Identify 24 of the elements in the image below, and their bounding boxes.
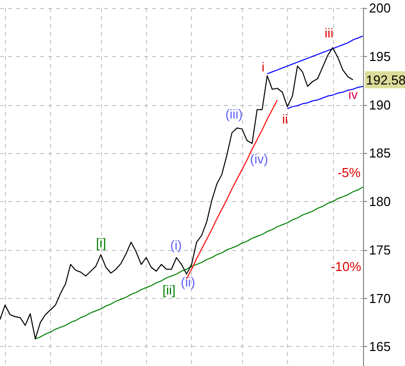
text: 192.58 <box>366 72 405 88</box>
annotation: iv <box>348 86 358 102</box>
line-series <box>286 86 364 110</box>
annotation: (i) <box>170 238 182 253</box>
annotation: -10% <box>330 259 362 274</box>
annotation: (iii) <box>225 106 243 122</box>
y-tick-label: 195 <box>369 48 391 64</box>
y-tick-label: 165 <box>369 339 391 354</box>
y-tick-label: 185 <box>369 146 391 161</box>
annotation: iii <box>324 25 334 40</box>
y-tick-label: 190 <box>369 97 391 112</box>
y-tick-label: 180 <box>369 194 391 210</box>
y-tick-label: 175 <box>369 242 391 258</box>
line-series <box>34 186 364 340</box>
line-series <box>266 36 364 74</box>
annotation: [ii] <box>162 282 176 298</box>
y-tick-label: 170 <box>369 290 391 306</box>
annotation: (ii) <box>180 274 196 290</box>
y-tick-label: 200 <box>369 0 391 16</box>
annotation: [i] <box>96 236 106 251</box>
annotation: i <box>262 60 265 75</box>
annotation: ii <box>282 111 288 126</box>
annotation: -5% <box>337 165 361 180</box>
annotation: (iv) <box>250 152 268 166</box>
